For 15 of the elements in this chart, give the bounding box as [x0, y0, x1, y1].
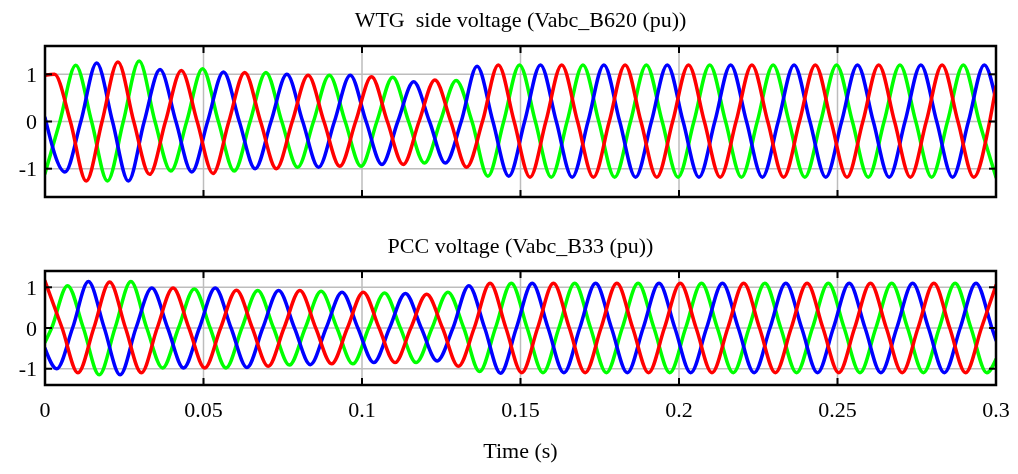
chart-title: PCC voltage (Vabc_B33 (pu)) — [387, 233, 654, 258]
x-tick-label: 0.15 — [501, 397, 540, 422]
y-tick-label: 0 — [26, 109, 37, 135]
y-tick-label: 0 — [26, 315, 37, 341]
x-tick-label: 0.25 — [818, 397, 857, 422]
x-tick-label: 0.1 — [348, 397, 376, 422]
x-tick-label: 0.2 — [665, 397, 693, 422]
chart-title: WTG side voltage (Vabc_B620 (pu)) — [354, 7, 687, 32]
x-tick-label: 0.3 — [982, 397, 1010, 422]
y-tick-label: 1 — [26, 62, 37, 88]
x-axis-title: Time (s) — [483, 438, 558, 463]
y-tick-label: 1 — [26, 274, 37, 300]
y-tick-label: -1 — [18, 156, 37, 182]
y-tick-label: -1 — [18, 356, 37, 382]
x-tick-label: 0.05 — [184, 397, 223, 422]
